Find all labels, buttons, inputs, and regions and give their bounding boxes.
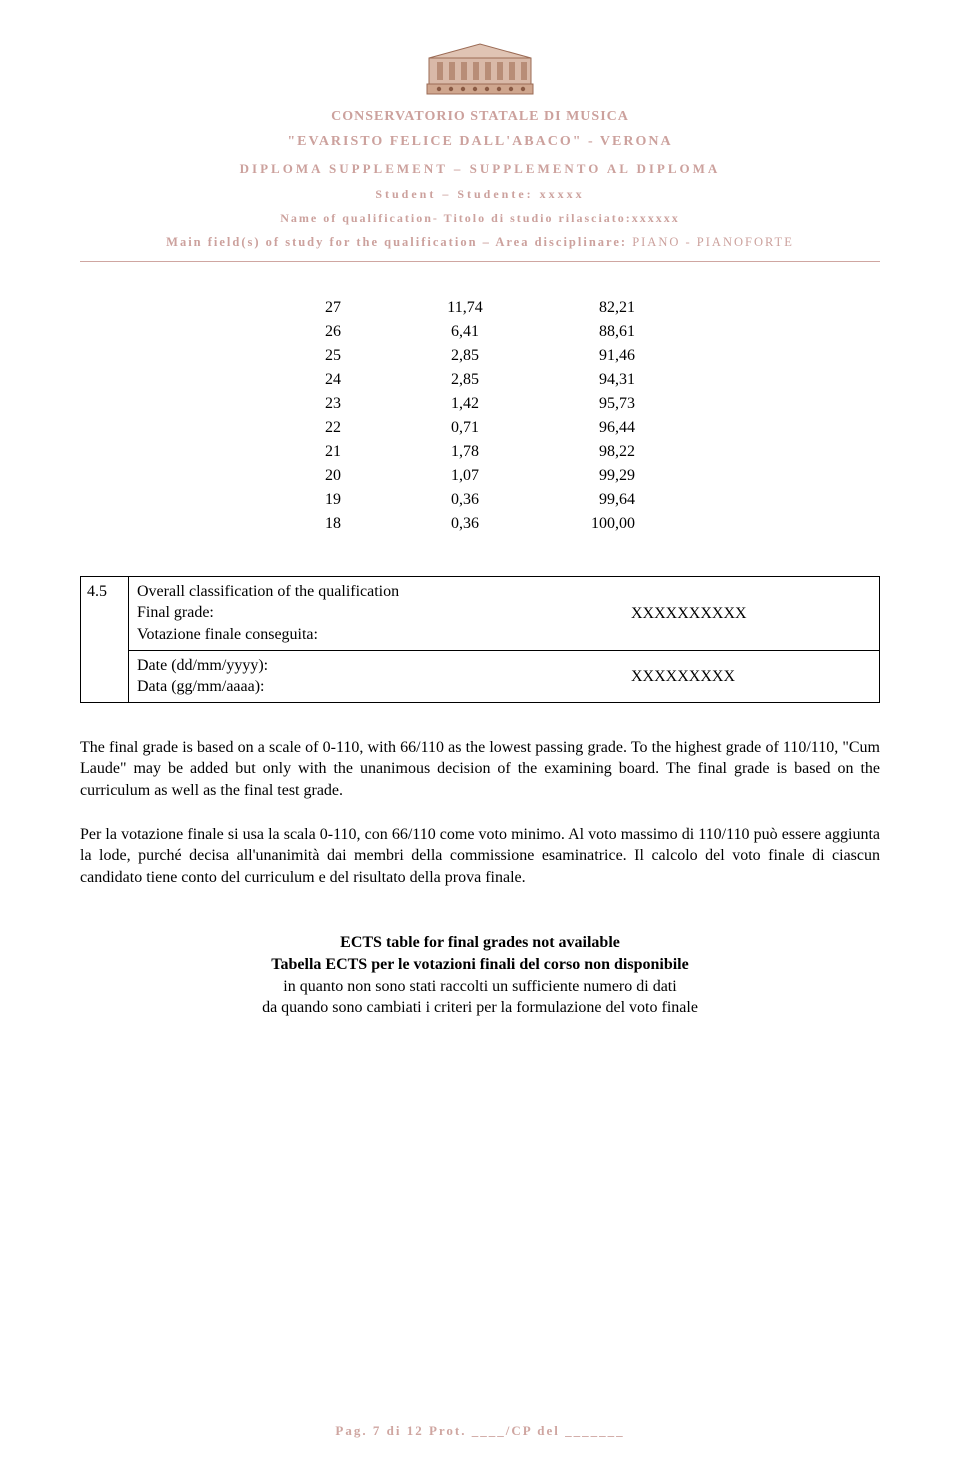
table-cell: 95,73 <box>515 392 635 416</box>
table-row: 2711,7482,21 <box>325 296 635 320</box>
ects-line1: ECTS table for final grades not availabl… <box>80 932 880 954</box>
final-grade-label-en: Overall classification of the qualificat… <box>137 581 631 603</box>
header-field-value: PIANO - PIANOFORTE <box>632 235 794 249</box>
grade-distribution-table: 2711,7482,21266,4188,61252,8591,46242,85… <box>325 296 635 536</box>
header-student: Student – Studente: xxxxx <box>80 186 880 202</box>
table-cell: 2,85 <box>415 344 515 368</box>
ects-line4: da quando sono cambiati i criteri per la… <box>80 997 880 1019</box>
table-cell: 94,31 <box>515 368 635 392</box>
table-cell: 11,74 <box>415 296 515 320</box>
table-cell: 0,71 <box>415 416 515 440</box>
table-cell: 82,21 <box>515 296 635 320</box>
table-cell: 88,61 <box>515 320 635 344</box>
final-grade-value: XXXXXXXXXX <box>631 581 871 646</box>
table-row: 211,7898,22 <box>325 440 635 464</box>
table-cell: 96,44 <box>515 416 635 440</box>
header-field-label: Main field(s) of study for the qualifica… <box>166 235 632 249</box>
table-cell: 20 <box>325 464 415 488</box>
table-row: 266,4188,61 <box>325 320 635 344</box>
table-cell: 1,42 <box>415 392 515 416</box>
table-row: 252,8591,46 <box>325 344 635 368</box>
header-institution: CONSERVATORIO STATALE DI MUSICA <box>80 108 880 127</box>
page-footer: Pag. 7 di 12 Prot. ____/CP del _______ <box>0 1422 960 1440</box>
table-cell: 99,29 <box>515 464 635 488</box>
date-label-it: Data (gg/mm/aaaa): <box>137 676 631 698</box>
table-cell: 0,36 <box>415 512 515 536</box>
table-cell: 98,22 <box>515 440 635 464</box>
table-cell: 26 <box>325 320 415 344</box>
table-row: 201,0799,29 <box>325 464 635 488</box>
table-cell: 0,36 <box>415 488 515 512</box>
table-cell: 1,78 <box>415 440 515 464</box>
ects-line2: Tabella ECTS per le votazioni finali del… <box>80 954 880 976</box>
table-cell: 100,00 <box>515 512 635 536</box>
grade-explanation-it: Per la votazione finale si usa la scala … <box>80 824 880 889</box>
table-cell: 91,46 <box>515 344 635 368</box>
date-label-en: Date (dd/mm/yyyy): <box>137 655 631 677</box>
header-rule <box>80 261 880 262</box>
header-institution-name: "EVARISTO FELICE DALL'ABACO" - VERONA <box>80 133 880 152</box>
classification-box: 4.5 Overall classification of the qualif… <box>80 576 880 703</box>
table-cell: 19 <box>325 488 415 512</box>
table-cell: 27 <box>325 296 415 320</box>
institution-logo <box>80 40 880 102</box>
header-field: Main field(s) of study for the qualifica… <box>80 234 880 251</box>
table-row: 242,8594,31 <box>325 368 635 392</box>
table-cell: 22 <box>325 416 415 440</box>
table-cell: 6,41 <box>415 320 515 344</box>
table-row: 180,36100,00 <box>325 512 635 536</box>
final-grade-label-2: Final grade: <box>137 602 631 624</box>
table-row: 231,4295,73 <box>325 392 635 416</box>
table-row: 190,3699,64 <box>325 488 635 512</box>
section-number: 4.5 <box>81 577 129 702</box>
grade-explanation-en: The final grade is based on a scale of 0… <box>80 737 880 802</box>
date-value: XXXXXXXXX <box>631 655 871 698</box>
table-cell: 25 <box>325 344 415 368</box>
table-cell: 21 <box>325 440 415 464</box>
table-cell: 99,64 <box>515 488 635 512</box>
header-qualification: Name of qualification- Titolo di studio … <box>80 210 880 226</box>
table-cell: 24 <box>325 368 415 392</box>
table-cell: 23 <box>325 392 415 416</box>
table-row: 220,7196,44 <box>325 416 635 440</box>
table-cell: 1,07 <box>415 464 515 488</box>
ects-note: ECTS table for final grades not availabl… <box>80 932 880 1018</box>
final-grade-label-it: Votazione finale conseguita: <box>137 624 631 646</box>
table-cell: 18 <box>325 512 415 536</box>
header-doc-title: DIPLOMA SUPPLEMENT – SUPPLEMENTO AL DIPL… <box>80 160 880 178</box>
ects-line3: in quanto non sono stati raccolti un suf… <box>80 976 880 998</box>
table-cell: 2,85 <box>415 368 515 392</box>
